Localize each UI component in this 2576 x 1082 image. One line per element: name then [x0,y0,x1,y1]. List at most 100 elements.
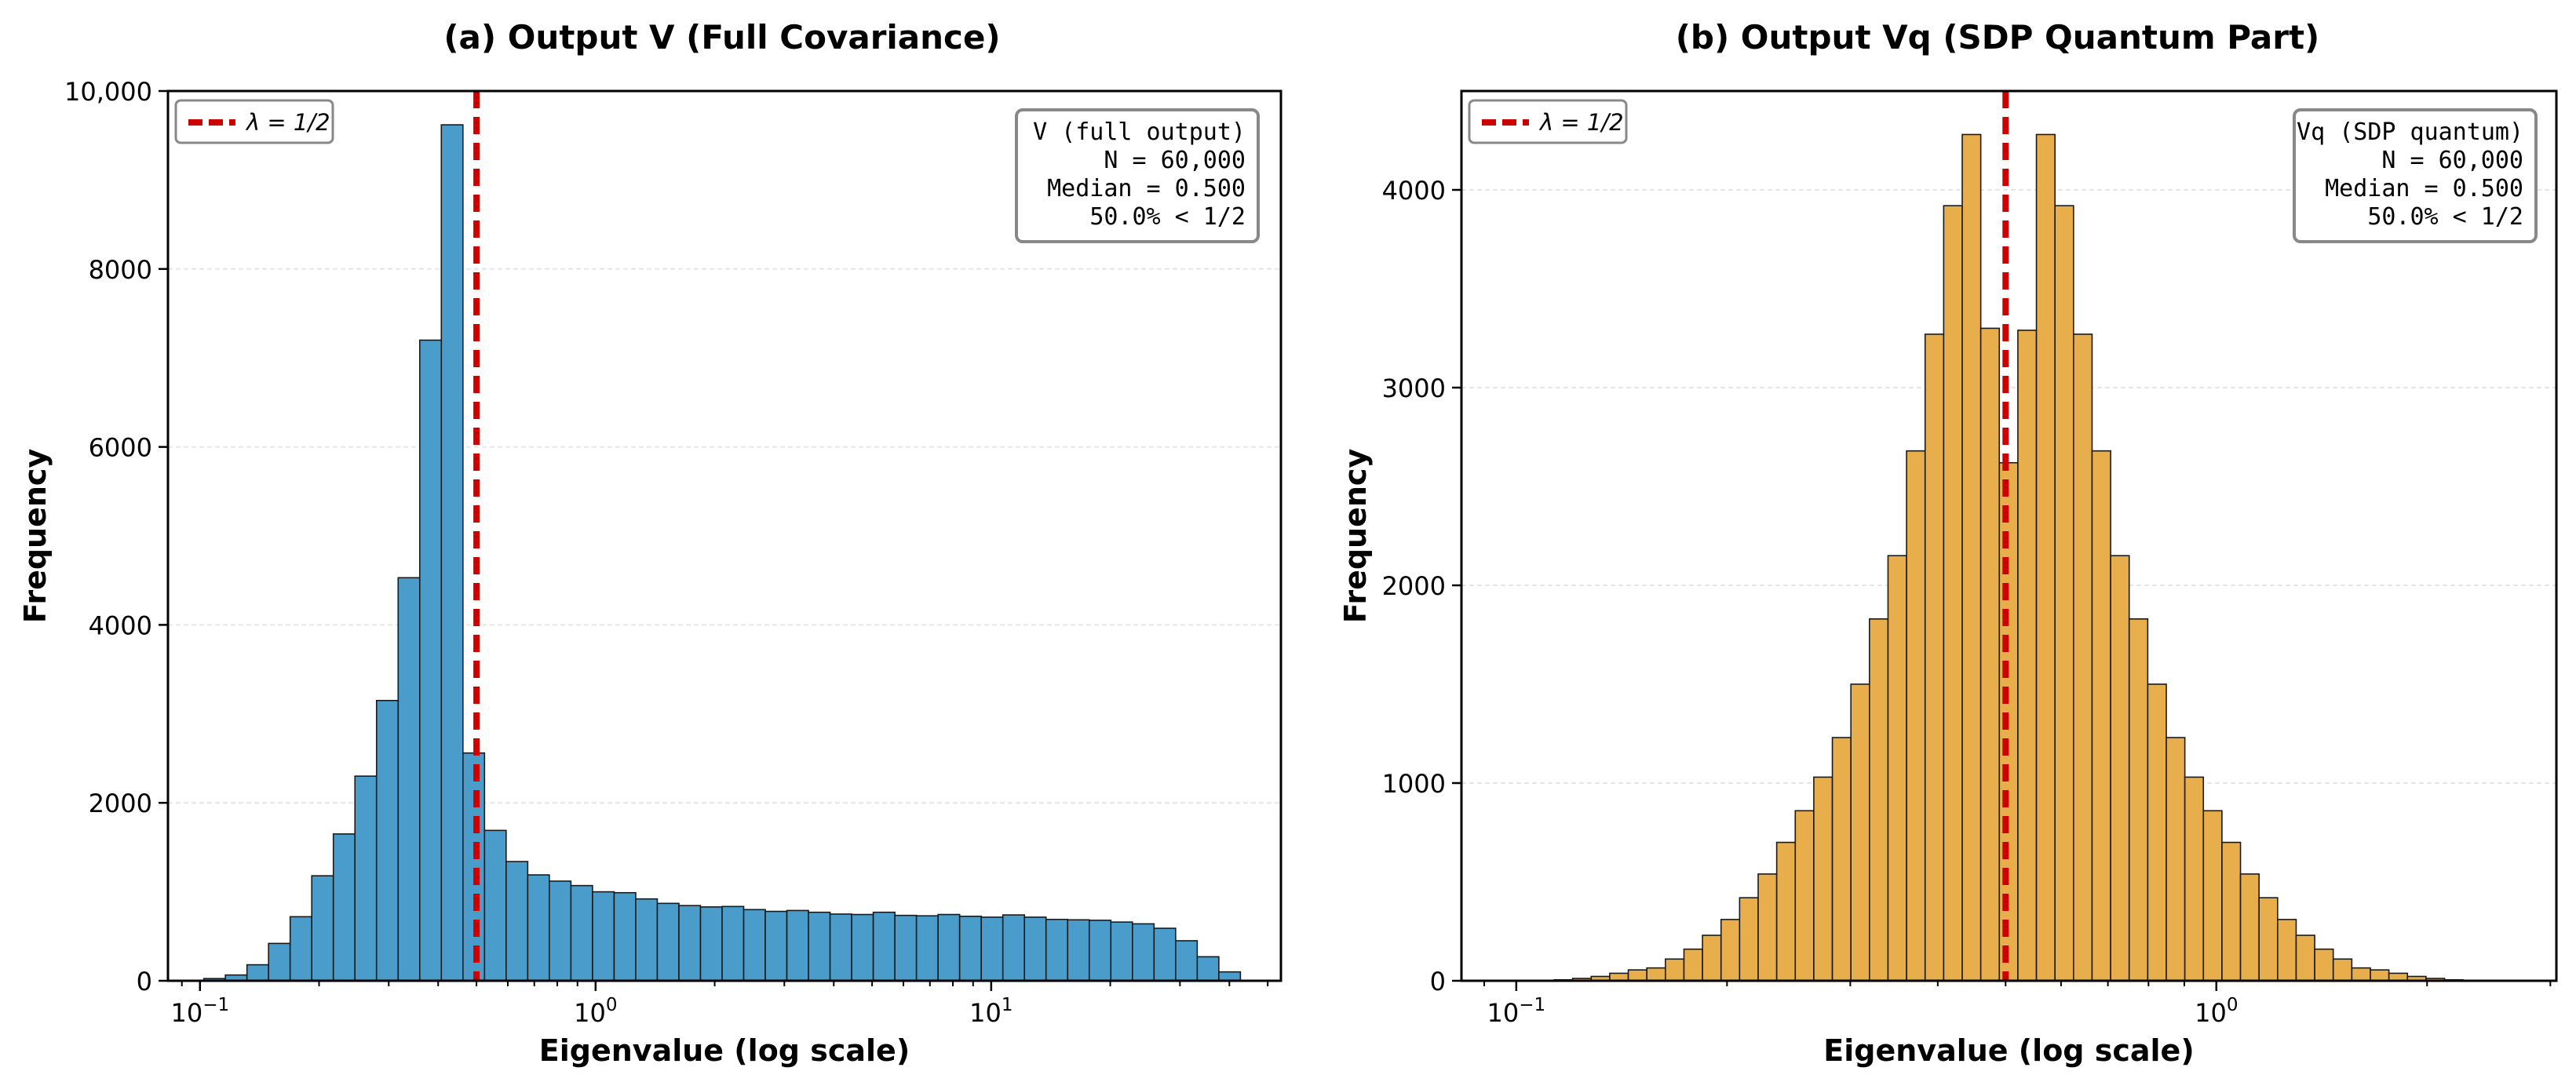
left-axes-frame [166,89,1283,982]
right-legend-box [1468,99,1628,144]
left-bar [483,829,507,982]
right-bar [1924,333,1945,982]
right-bar [2035,133,2056,982]
right-bar [1943,205,1963,982]
right-ylabel: Frequency [1338,449,1373,624]
right-stats-line: Median = 0.500 [2325,175,2523,202]
right-bar [2239,873,2260,982]
right-bar [2277,919,2297,982]
left-bar [915,915,939,982]
left-bar [1088,920,1112,982]
right-bar [2202,810,2223,982]
left-ytick-label: 0 [137,967,152,996]
left-stats-line: Median = 0.500 [1047,175,1246,202]
left-bar [1067,919,1090,982]
right-bar [2184,776,2205,982]
right-bar [2054,205,2074,982]
left-ytick-label: 10,000 [64,77,152,107]
left-bar [440,124,464,982]
left-bar [570,884,593,982]
left-bar [872,911,896,982]
right-bar [2017,330,2038,982]
right-stats-line: 50.0% < 1/2 [2367,203,2523,231]
left-bar [311,875,334,982]
left-bar [851,913,874,982]
right-stats-line: Vq (SDP quantum) [2297,118,2523,146]
left-bar [354,775,378,982]
left-bar [1218,971,1242,982]
right-bar [2221,841,2242,982]
left-xlabel: Eigenvalue (log scale) [539,1033,910,1068]
right-bar [1794,810,1815,982]
right-bar [1739,897,1759,982]
right-bar [1887,555,1907,982]
left-bar [1023,916,1047,982]
left-legend-box [174,99,334,144]
left-ylabel: Frequency [18,449,53,624]
left-bar [958,915,982,982]
left-bar [937,913,961,982]
right-bar [2128,618,2149,982]
right-ytick-label: 2000 [1382,571,1446,601]
right-xlabel: Eigenvalue (log scale) [1823,1033,2194,1068]
right-ytick-label: 4000 [1382,176,1446,206]
right-bar [1646,967,1666,982]
right-bar [1665,958,1685,982]
left-legend-label: λ = 1/2 [245,109,330,136]
right-legend-label: λ = 1/2 [1538,109,1624,136]
right-bar [2073,333,2093,982]
left-xtick-label: 10−1 [170,995,229,1028]
left-ytick-label: 4000 [89,610,152,640]
right-bar [2258,897,2279,982]
right-bar [1906,450,1926,982]
left-bar [743,909,766,982]
left-bar [549,880,572,982]
left-stats-line: N = 60,000 [1104,147,1246,174]
left-bar [699,906,723,982]
right-bar [2295,934,2315,982]
left-bar [1196,956,1220,982]
right-ytick-label: 3000 [1382,373,1446,403]
left-bar [721,905,745,982]
right-xtick-label: 10−1 [1487,995,1546,1028]
left-bar [786,909,809,982]
left-stats-line: 50.0% < 1/2 [1089,203,1246,231]
right-bar [2091,450,2111,982]
left-legend: λ = 1/2 [174,99,334,144]
left-bar [656,902,680,982]
left-ytick-label: 6000 [89,433,152,463]
left-bar [332,833,356,982]
left-bar [505,861,529,982]
right-bar [1979,327,2001,982]
right-bar [2370,969,2390,982]
right-legend: λ = 1/2 [1468,99,1628,144]
left-bar [375,699,400,982]
right-ytick-label: 0 [1430,967,1446,996]
left-xtick-label: 100 [574,995,617,1028]
right-bar [1720,919,1741,982]
right-bar [1757,873,1778,982]
right-bar [2147,683,2167,982]
left-bar [1045,918,1069,982]
right-bar [1627,969,1647,982]
right-bar [1850,683,1870,982]
right-bar [1683,948,1703,982]
left-ytick-label: 8000 [89,255,152,285]
left-bar [678,905,702,982]
right-bar [2314,948,2334,982]
left-bar [1175,940,1199,982]
left-bar [418,339,443,982]
right-bar [1702,934,1722,982]
right-bar [1869,618,1889,982]
left-bar [246,964,269,982]
left-bar [1002,914,1026,982]
left-bar [289,916,313,982]
left-bar [808,911,831,982]
right-bar [1961,133,1982,982]
left-bar [592,891,615,982]
right-chart-title: (b) Output Vq (SDP Quantum Part) [1676,18,2320,56]
left-xtick-label: 101 [969,995,1013,1028]
